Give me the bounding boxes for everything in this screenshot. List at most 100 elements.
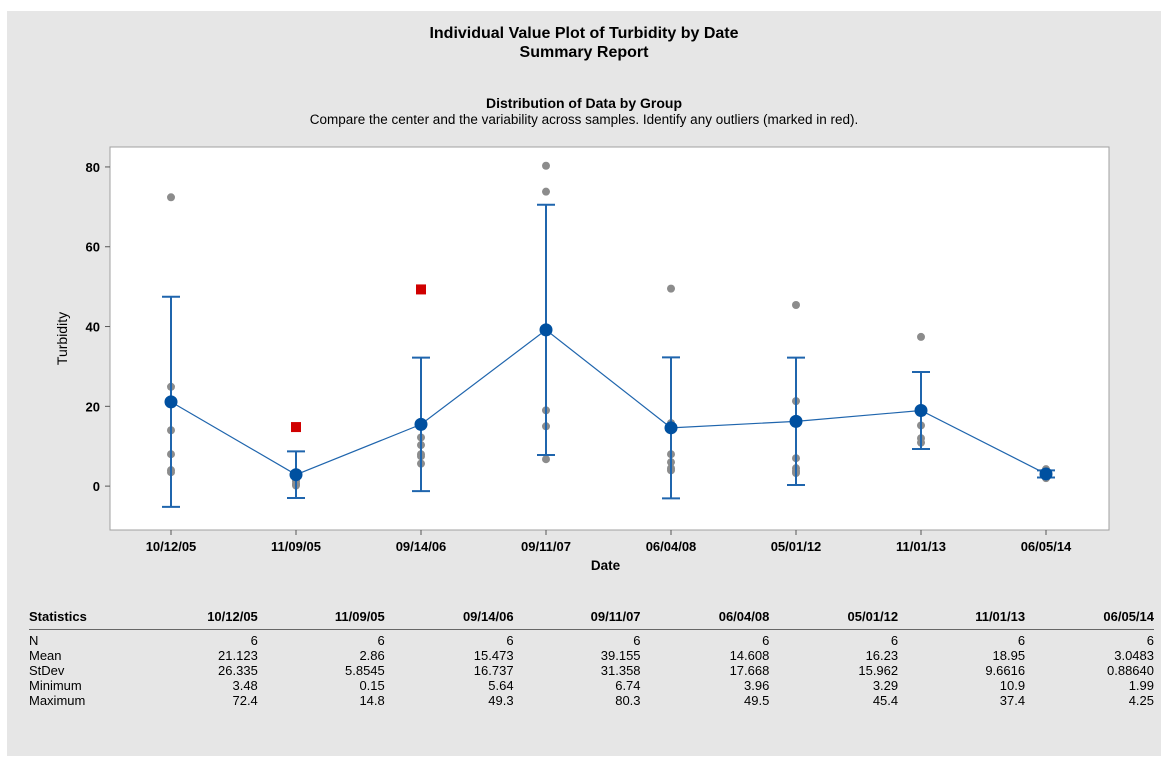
- x-tick-label: 09/14/06: [396, 539, 447, 554]
- table-cell: 9.6616: [985, 663, 1026, 678]
- table-cell: 6: [1146, 633, 1154, 648]
- x-tick-label: 05/01/12: [771, 539, 822, 554]
- column-header-date: 11/01/13: [898, 607, 1026, 630]
- table-cell: 6: [1017, 633, 1026, 648]
- column-header-date: 09/11/07: [513, 607, 641, 630]
- table-cell: 39.155: [600, 648, 641, 663]
- table-cell: 49.5: [744, 693, 770, 708]
- table-cell: 0.15: [359, 678, 385, 693]
- statistics-header: Statistics: [29, 607, 129, 630]
- report-subtitle: Summary Report: [519, 44, 649, 61]
- outlier-marker: [416, 284, 426, 295]
- statistics-row: StDev 26.335 5.8545 16.737 31.358 17.668 15.96…: [29, 663, 1154, 678]
- statistics-row: Minimum 3.48 0.15 5.64 6.74 3.96 3.29 10.9 1.99: [29, 678, 1154, 693]
- table-cell: 18.95: [992, 648, 1026, 663]
- x-tick-label: 06/04/08: [646, 539, 697, 554]
- table-cell: 3.29: [872, 678, 899, 693]
- y-tick-label: 40: [86, 320, 100, 335]
- column-header-date: 06/05/14: [1025, 607, 1154, 630]
- table-cell: 16.23: [865, 648, 899, 663]
- mean-marker: [414, 417, 428, 431]
- data-point: [667, 284, 675, 293]
- column-header-date: 11/09/05: [257, 607, 385, 630]
- chart-title: Distribution of Data by Group: [486, 95, 682, 111]
- plot-area: [109, 146, 1110, 531]
- statistics-row: Mean 21.123 2.86 15.473 39.155 14.608 16.23 18.…: [29, 648, 1154, 663]
- data-point: [917, 332, 925, 341]
- data-point: [167, 193, 175, 202]
- table-cell: 6: [633, 633, 641, 648]
- chart-subtitle: Compare the center and the variability a…: [309, 112, 859, 127]
- mean-marker: [289, 468, 303, 482]
- column-header-date: 09/14/06: [384, 607, 514, 630]
- x-tick-label: 06/05/14: [1021, 539, 1072, 554]
- table-cell: 6: [377, 633, 385, 648]
- mean-marker: [1039, 467, 1053, 481]
- mean-marker: [164, 395, 178, 409]
- x-axis-label: Date: [591, 558, 621, 573]
- table-cell: 14.608: [729, 648, 770, 663]
- data-point: [542, 187, 550, 196]
- y-axis-label: Turbidity: [54, 312, 70, 365]
- table-cell: 6: [506, 633, 514, 648]
- table-cell: 26.335: [218, 663, 258, 678]
- table-cell: 2.86: [359, 648, 385, 663]
- individual-value-plot: 0 20 40 60 80 10/12/05 11/09/05 09/14/06 09/11/0…: [54, 146, 1110, 573]
- column-header-date: 05/01/12: [769, 607, 899, 630]
- y-tick-label: 0: [93, 479, 100, 494]
- table-cell: 3.96: [744, 678, 770, 693]
- y-tick-label: 60: [86, 240, 100, 255]
- table-cell: 31.358: [600, 663, 641, 678]
- y-tick-label: 20: [86, 399, 100, 414]
- column-header-date: 06/04/08: [640, 607, 770, 630]
- table-cell: 0.88640: [1107, 663, 1154, 678]
- table-cell: 5.8545: [345, 663, 385, 678]
- table-cell: 14.8: [359, 693, 385, 708]
- report-title: Individual Value Plot of Turbidity by Da…: [429, 25, 739, 42]
- x-tick-label: 11/01/13: [896, 539, 946, 554]
- table-cell: 49.3: [488, 693, 514, 708]
- table-cell: 5.64: [488, 678, 514, 693]
- table-cell: 6.74: [615, 678, 641, 693]
- table-cell: 72.4: [232, 693, 258, 708]
- statistics-table: Statistics 10/12/05 11/09/05 09/14/06 09/11/…: [29, 607, 1154, 708]
- table-cell: 6: [762, 633, 770, 648]
- table-cell: 37.4: [999, 693, 1026, 708]
- table-cell: 15.473: [473, 648, 514, 663]
- statistics-header-row: Statistics 10/12/05 11/09/05 09/14/06 09/11/…: [29, 607, 1154, 630]
- row-label: Maximum: [29, 693, 86, 708]
- table-cell: 80.3: [615, 693, 641, 708]
- statistics-row: Maximum 72.4 14.8 49.3 80.3 49.5 45.4 37.4 4.25: [29, 693, 1154, 708]
- data-point: [542, 455, 550, 464]
- table-cell: 17.668: [729, 663, 770, 678]
- row-label: Minimum: [29, 678, 82, 693]
- data-point: [542, 161, 550, 170]
- mean-marker: [914, 404, 928, 418]
- mean-marker: [539, 323, 553, 337]
- table-cell: 45.4: [872, 693, 899, 708]
- x-tick-label: 11/09/05: [271, 539, 321, 554]
- summary-report: Individual Value Plot of Turbidity by Da…: [7, 11, 1161, 756]
- mean-line: [170, 329, 1047, 476]
- statistics-row: N 6 6 6 6 6 6 6 6: [29, 630, 1154, 649]
- table-cell: 3.0483: [1114, 648, 1154, 663]
- row-label: StDev: [29, 663, 65, 678]
- table-cell: 4.25: [1128, 693, 1154, 708]
- table-cell: 6: [250, 633, 258, 648]
- row-label: N: [29, 633, 39, 648]
- data-point: [792, 300, 800, 309]
- column-header-date: 10/12/05: [129, 607, 258, 630]
- table-cell: 10.9: [999, 678, 1026, 693]
- table-cell: 1.99: [1128, 678, 1154, 693]
- table-cell: 16.737: [473, 663, 514, 678]
- mean-marker: [664, 421, 678, 435]
- outlier-marker: [291, 422, 301, 433]
- row-label: Mean: [29, 648, 62, 663]
- x-tick-label: 10/12/05: [146, 539, 197, 554]
- table-cell: 21.123: [218, 648, 258, 663]
- y-tick-label: 80: [86, 160, 100, 175]
- table-cell: 3.48: [232, 678, 258, 693]
- table-cell: 6: [890, 633, 899, 648]
- mean-marker: [789, 414, 803, 428]
- x-tick-label: 09/11/07: [521, 539, 571, 554]
